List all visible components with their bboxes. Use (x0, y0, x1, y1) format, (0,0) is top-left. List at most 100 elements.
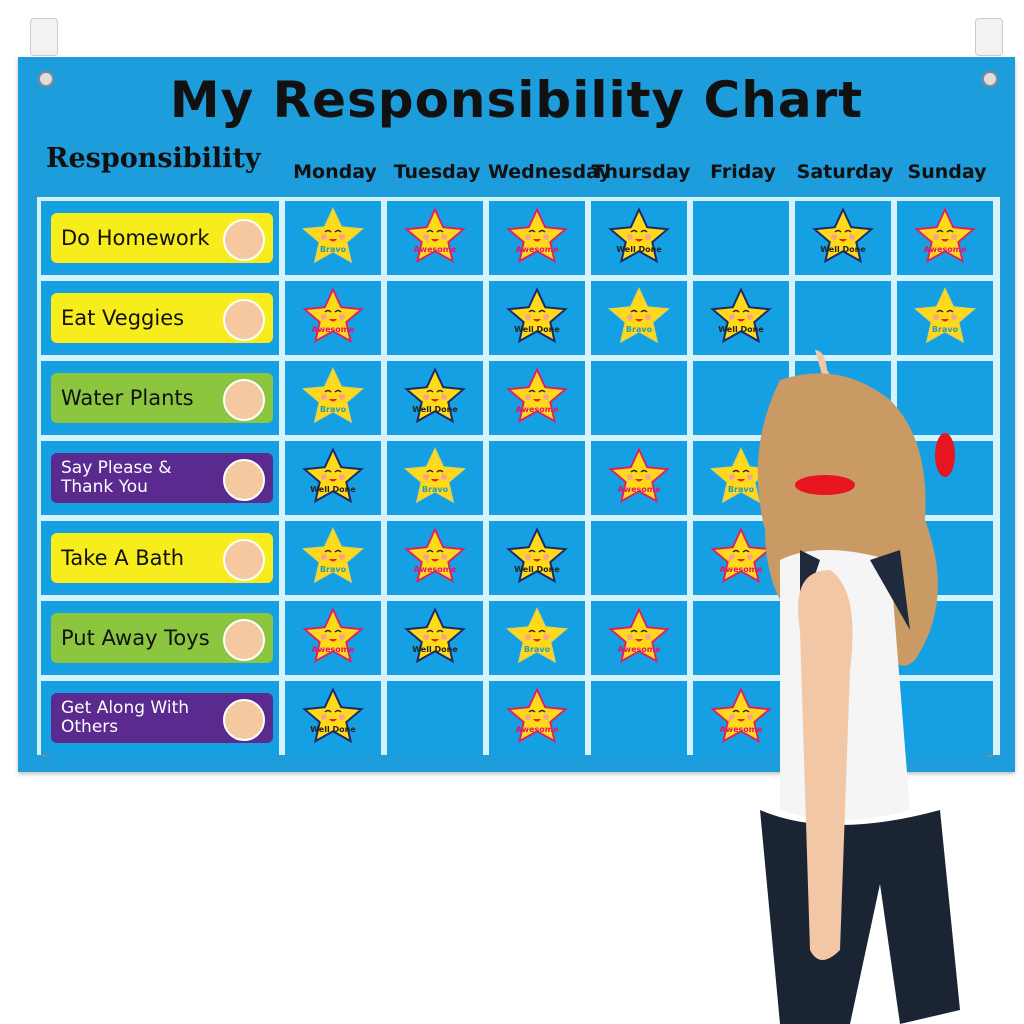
day-slot[interactable]: Bravo (591, 281, 687, 355)
day-slot[interactable]: Bravo (387, 441, 483, 515)
day-slot[interactable]: Well Done (693, 281, 789, 355)
responsibility-label: Say Please & Thank You (61, 458, 172, 497)
chart-title: My Responsibility Chart (169, 71, 864, 129)
day-header-monday: Monday (293, 161, 377, 183)
day-slot[interactable]: Bravo (489, 601, 585, 675)
reward-star-icon[interactable]: Well Done (807, 202, 879, 278)
day-slot[interactable]: Bravo (285, 521, 381, 595)
day-slot[interactable]: Well Done (285, 441, 381, 515)
reward-star-icon[interactable]: Well Done (399, 362, 471, 438)
responsibility-card[interactable]: Put Away Toys (51, 613, 273, 663)
reward-star-icon[interactable]: Awesome (399, 522, 471, 598)
responsibility-card[interactable]: Water Plants (51, 373, 273, 423)
responsibility-cell: Say Please & Thank You (41, 441, 279, 515)
reward-star-icon[interactable]: Bravo (297, 202, 369, 278)
day-slot[interactable]: Well Done (387, 361, 483, 435)
day-slot[interactable] (693, 201, 789, 275)
star-label: Well Done (616, 245, 662, 254)
reward-star-icon[interactable]: Well Done (297, 682, 369, 758)
reward-star-icon[interactable]: Awesome (603, 442, 675, 518)
day-slot[interactable]: Well Done (489, 521, 585, 595)
responsibility-label: Get Along With Others (61, 698, 190, 737)
responsibility-card[interactable]: Take A Bath (51, 533, 273, 583)
star-label: Awesome (719, 725, 763, 734)
day-slot[interactable] (387, 681, 483, 755)
day-slot[interactable]: Awesome (591, 441, 687, 515)
day-slot[interactable]: Well Done (795, 201, 891, 275)
day-slot[interactable]: Awesome (489, 361, 585, 435)
day-slot[interactable] (591, 361, 687, 435)
responsibility-cell: Put Away Toys (41, 601, 279, 675)
grommet-icon (38, 71, 54, 87)
day-slot[interactable]: Awesome (285, 601, 381, 675)
reward-star-icon[interactable]: Awesome (501, 682, 573, 758)
day-slot[interactable]: Well Done (285, 681, 381, 755)
day-slot[interactable]: Well Done (489, 281, 585, 355)
reward-star-icon[interactable]: Well Done (603, 202, 675, 278)
star-label: Bravo (524, 645, 551, 654)
reward-star-icon[interactable]: Bravo (297, 362, 369, 438)
day-slot[interactable] (795, 281, 891, 355)
reward-star-icon[interactable]: Awesome (297, 602, 369, 678)
day-slot[interactable]: Awesome (387, 201, 483, 275)
responsibility-card[interactable]: Do Homework (51, 213, 273, 263)
reward-star-icon[interactable]: Awesome (705, 522, 777, 598)
day-slot[interactable]: Awesome (591, 601, 687, 675)
star-label: Awesome (923, 245, 967, 254)
star-label: Awesome (515, 405, 559, 414)
day-slot[interactable] (897, 681, 993, 755)
reward-star-icon[interactable]: Awesome (501, 202, 573, 278)
reward-star-icon[interactable]: Awesome (399, 202, 471, 278)
day-slot[interactable] (591, 521, 687, 595)
reward-star-icon[interactable]: Awesome (603, 602, 675, 678)
day-header-friday: Friday (710, 161, 776, 183)
day-slot[interactable]: Bravo (897, 281, 993, 355)
reward-star-icon[interactable]: Bravo (603, 282, 675, 358)
day-slot[interactable] (591, 681, 687, 755)
day-slot[interactable]: Well Done (591, 201, 687, 275)
day-slot[interactable]: Awesome (285, 281, 381, 355)
responsibility-card[interactable]: Say Please & Thank You (51, 453, 273, 503)
reward-star-icon[interactable]: Well Done (705, 282, 777, 358)
star-label: Awesome (617, 645, 661, 654)
day-slot[interactable]: Bravo (285, 361, 381, 435)
reward-star-icon[interactable]: Awesome (705, 682, 777, 758)
responsibility-cell: Water Plants (41, 361, 279, 435)
star-label: Well Done (820, 245, 866, 254)
star-label: Awesome (515, 725, 559, 734)
child-with-toys-icon (223, 619, 265, 661)
star-label: Awesome (515, 245, 559, 254)
reward-star-icon[interactable]: Bravo (909, 282, 981, 358)
reward-star-icon[interactable]: Well Done (297, 442, 369, 518)
day-slot[interactable]: Awesome (387, 521, 483, 595)
responsibility-cell: Take A Bath (41, 521, 279, 595)
day-slot[interactable]: Awesome (897, 201, 993, 275)
reward-star-icon[interactable]: Well Done (399, 602, 471, 678)
reward-star-icon[interactable]: Awesome (297, 282, 369, 358)
reward-star-icon[interactable]: Awesome (501, 362, 573, 438)
responsibility-cell: Eat Veggies (41, 281, 279, 355)
responsibility-card[interactable]: Get Along With Others (51, 693, 273, 743)
reward-star-icon[interactable]: Bravo (399, 442, 471, 518)
day-header-saturday: Saturday (796, 161, 894, 183)
star-label: Well Done (718, 325, 764, 334)
reward-star-icon[interactable]: Well Done (501, 522, 573, 598)
responsibility-cell: Get Along With Others (41, 681, 279, 755)
day-slot[interactable]: Awesome (489, 681, 585, 755)
day-slot[interactable]: Bravo (285, 201, 381, 275)
day-slot[interactable] (387, 281, 483, 355)
day-slot[interactable]: Awesome (489, 201, 585, 275)
star-label: Bravo (932, 325, 959, 334)
responsibility-card[interactable]: Eat Veggies (51, 293, 273, 343)
day-slot[interactable] (489, 441, 585, 515)
day-slot[interactable]: Awesome (693, 681, 789, 755)
day-slot[interactable] (897, 361, 993, 435)
reward-star-icon[interactable]: Well Done (501, 282, 573, 358)
day-slot[interactable] (693, 601, 789, 675)
star-label: Bravo (422, 485, 449, 494)
reward-star-icon[interactable]: Bravo (297, 522, 369, 598)
reward-star-icon[interactable]: Bravo (501, 602, 573, 678)
day-slot[interactable]: Well Done (387, 601, 483, 675)
reward-star-icon[interactable]: Awesome (909, 202, 981, 278)
star-label: Well Done (412, 645, 458, 654)
